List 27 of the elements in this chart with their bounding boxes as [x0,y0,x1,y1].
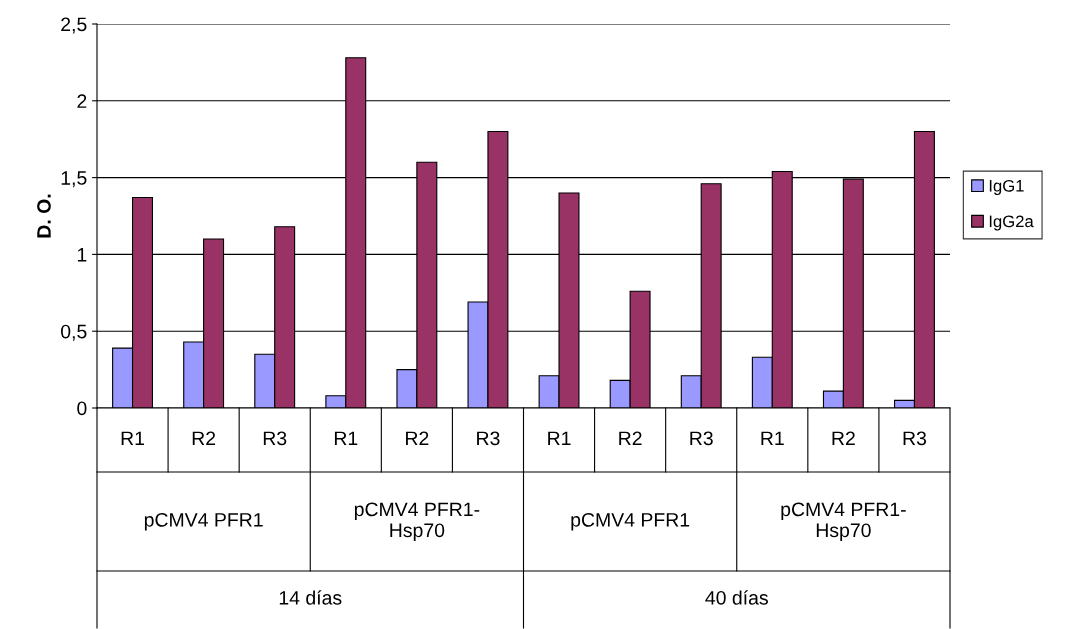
y-tick-label: 0 [77,401,87,416]
x-tick-label: R1 [121,431,145,446]
text: pCMV4 PFR1- Hsp70 [781,502,906,542]
x-tick-label: R1 [334,431,358,446]
x-tick-label: R3 [903,431,927,446]
x-tick-label: R3 [477,431,500,446]
x-tick-label: R2 [832,431,855,446]
legend-label: IgG1 [989,179,1024,195]
x-tick-label: R2 [619,431,642,446]
text: 40 días [705,590,768,605]
text: pCMV4 PFR1 [571,512,690,531]
text: pCMV4 PFR1 [144,512,263,531]
x-tick-label: R3 [263,431,287,446]
legend-label: IgG2a [989,215,1034,231]
y-tick-label: 0,5 [61,324,87,341]
text: pCMV4 PFR1- Hsp70 [354,502,480,542]
text: 14 días [279,590,342,605]
x-tick-label: R1 [761,431,784,446]
x-tick-label: R3 [690,431,713,446]
y-tick-label: 1 [77,248,87,262]
x-tick-label: R1 [548,431,571,446]
x-tick-label: R2 [406,431,429,446]
y-tick-label: 2,5 [61,17,87,34]
y-axis-title: D. O. [37,194,51,238]
y-tick-label: 1,5 [61,171,87,188]
y-tick-label: 2 [77,94,87,108]
x-tick-label: R2 [192,431,216,446]
